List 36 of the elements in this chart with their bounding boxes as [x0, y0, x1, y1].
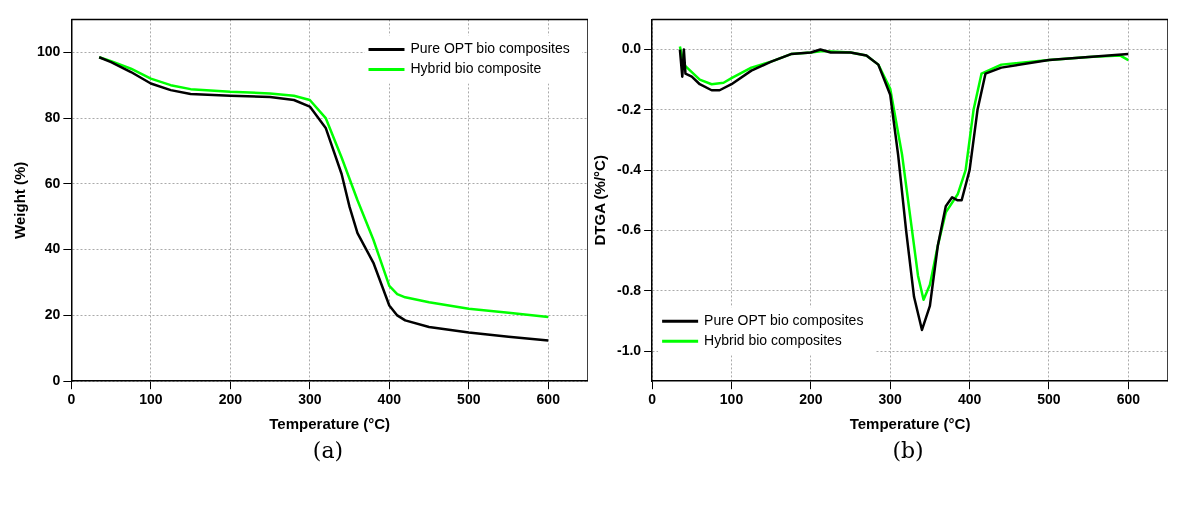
y-tick-label: 0 — [52, 372, 61, 389]
x-tick-label: 200 — [218, 391, 243, 408]
x-tick-label: 0 — [67, 391, 76, 408]
x-tick-label: 400 — [377, 391, 402, 408]
legend-label: Hybrid bio composites — [704, 332, 842, 349]
y-tick-label: -1.0 — [617, 341, 642, 358]
text: (b) — [891, 438, 925, 463]
x-axis-title: Temperature (°C) — [849, 415, 971, 433]
y-axis-title: DTGA (%/°C) — [591, 155, 609, 246]
y-tick-label: 60 — [44, 174, 61, 191]
y-tick-label: 20 — [44, 306, 61, 323]
legend-label: Hybrid bio composite — [410, 60, 542, 77]
text: (a) — [311, 438, 345, 463]
x-tick-label: 100 — [719, 391, 744, 408]
x-tick-label: 500 — [1037, 391, 1061, 408]
x-tick-label: 400 — [957, 391, 982, 408]
legend-label: Pure OPT bio composites — [704, 312, 864, 329]
y-tick-label: -0.6 — [617, 221, 642, 238]
y-tick-label: -0.4 — [617, 161, 642, 178]
y-tick-label: 0.0 — [621, 40, 642, 57]
x-tick-label: 300 — [298, 391, 322, 408]
x-tick-label: 200 — [799, 391, 823, 408]
y-tick-label: -0.8 — [617, 281, 642, 298]
x-tick-label: 500 — [457, 391, 481, 408]
x-tick-label: 0 — [648, 391, 657, 408]
y-tick-label: 80 — [44, 108, 61, 125]
x-tick-label: 600 — [536, 391, 561, 408]
y-axis-title: Weight (%) — [11, 161, 29, 239]
x-tick-label: 300 — [878, 391, 903, 408]
x-axis-title: Temperature (°C) — [269, 415, 391, 433]
y-tick-label: 100 — [37, 43, 61, 60]
legend-label: Pure OPT bio composites — [410, 40, 570, 57]
y-tick-label: -0.2 — [617, 100, 642, 117]
x-tick-label: 100 — [139, 391, 163, 408]
x-tick-label: 600 — [1116, 391, 1141, 408]
y-tick-label: 40 — [44, 240, 61, 257]
